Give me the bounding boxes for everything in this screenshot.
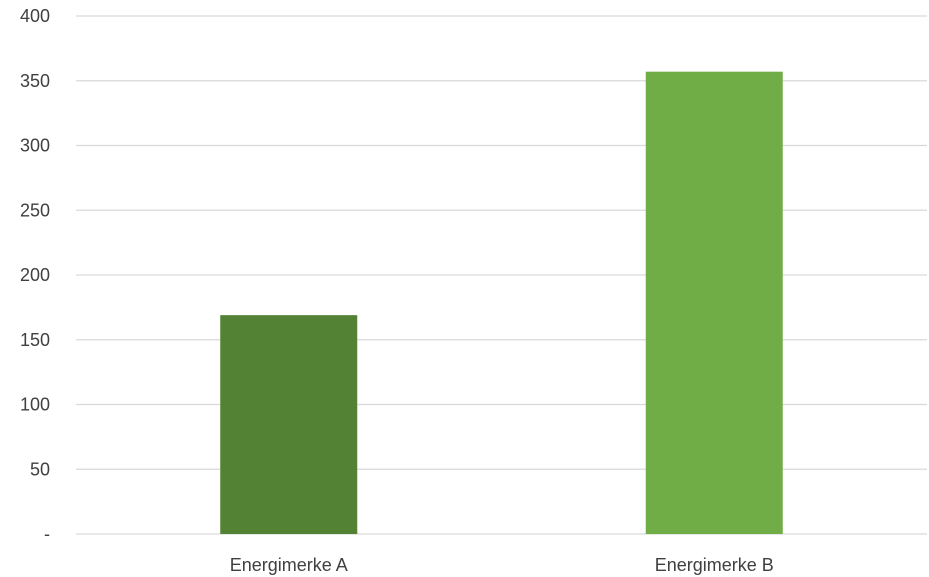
y-axis-tick-labels: - 50 100 150 200 250 300 350 400 xyxy=(20,6,50,544)
bar-1 xyxy=(220,315,358,534)
y-tick-label: 250 xyxy=(20,200,50,220)
x-axis-category-labels: Energimerke A Energimerke B xyxy=(230,555,774,575)
x-category-label: Energimerke B xyxy=(655,555,774,575)
y-tick-label: 300 xyxy=(20,136,50,156)
y-tick-label: 50 xyxy=(30,459,50,479)
y-tick-label: 400 xyxy=(20,6,50,26)
y-tick-label: - xyxy=(44,524,50,544)
y-tick-label: 200 xyxy=(20,265,50,285)
y-tick-label: 150 xyxy=(20,330,50,350)
y-tick-label: 350 xyxy=(20,71,50,91)
y-tick-label: 100 xyxy=(20,395,50,415)
gridlines xyxy=(76,15,927,535)
bar-2 xyxy=(645,71,783,534)
x-category-label: Energimerke A xyxy=(230,555,348,575)
bars xyxy=(220,71,783,534)
